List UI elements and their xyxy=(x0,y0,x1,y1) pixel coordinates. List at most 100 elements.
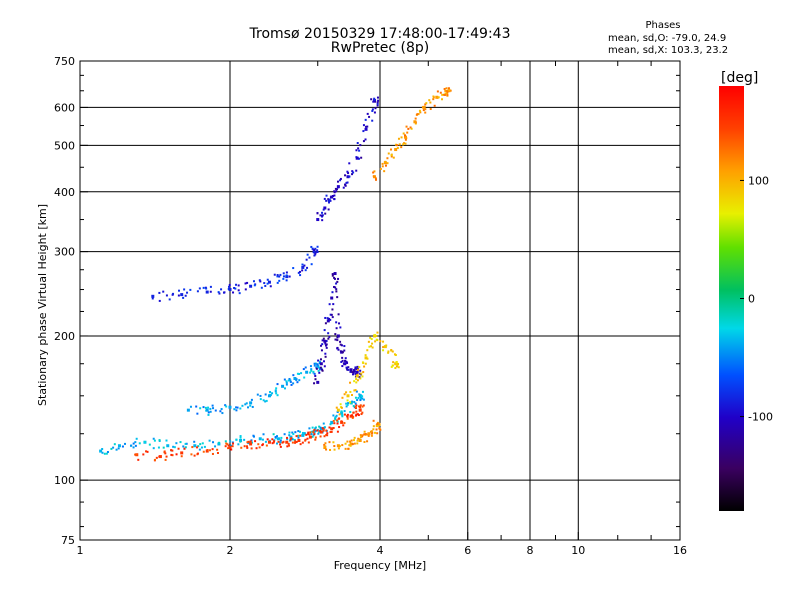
echo-texture-point xyxy=(335,414,338,417)
x-tick-label: 8 xyxy=(527,544,534,557)
echo-texture-point xyxy=(292,433,295,436)
echo-texture-point xyxy=(297,271,300,274)
y-tick-label: 400 xyxy=(54,186,75,199)
echo-texture-point xyxy=(363,365,366,368)
echo-texture-point xyxy=(264,284,267,287)
echo-texture-point xyxy=(196,446,199,449)
echo-texture-point xyxy=(164,452,167,455)
echo-texture-point xyxy=(304,433,307,436)
echo-texture-point xyxy=(375,178,378,181)
echo-texture-point xyxy=(447,87,450,90)
echo-texture-point xyxy=(307,431,310,434)
echo-texture-point xyxy=(329,423,332,426)
echo-texture-point xyxy=(318,425,321,428)
echo-texture-point xyxy=(180,455,183,458)
echo-texture-point xyxy=(311,247,314,250)
echo-texture-point xyxy=(347,172,350,175)
echo-texture-point xyxy=(390,348,393,351)
echo-texture-point xyxy=(231,441,234,444)
echo-texture-point xyxy=(436,90,439,93)
echo-point xyxy=(319,362,323,366)
echo-texture-point xyxy=(318,431,321,434)
echo-texture-point xyxy=(182,445,185,448)
echo-texture-point xyxy=(373,97,376,100)
echo-texture-point xyxy=(344,357,347,360)
echo-point xyxy=(267,394,271,398)
echo-texture-point xyxy=(182,296,185,299)
echo-texture-point xyxy=(189,405,192,408)
echo-texture-point xyxy=(432,96,435,99)
echo-texture-point xyxy=(273,440,276,443)
echo-texture-point xyxy=(205,287,208,290)
echo-texture-point xyxy=(356,442,359,445)
colorbar xyxy=(719,86,744,511)
echo-point xyxy=(346,394,350,398)
echo-texture-point xyxy=(441,93,444,96)
chart-title: Tromsø 20150329 17:48:00-17:49:43 xyxy=(249,26,511,42)
echo-texture-point xyxy=(374,340,377,343)
echo-texture-point xyxy=(363,430,366,433)
echo-texture-point xyxy=(346,361,349,364)
echo-texture-point xyxy=(321,211,324,214)
echo-texture-point xyxy=(315,367,318,370)
echo-texture-point xyxy=(137,458,140,461)
echo-texture-point xyxy=(304,269,307,272)
echo-texture-point xyxy=(363,440,366,443)
echo-point xyxy=(422,105,426,109)
echo-texture-point xyxy=(340,344,343,347)
echo-texture-point xyxy=(355,390,358,393)
echo-texture-point xyxy=(201,442,204,445)
echo-texture-point xyxy=(293,438,296,441)
echo-texture-point xyxy=(314,378,317,381)
echo-texture-point xyxy=(372,175,375,178)
echo-texture-point xyxy=(331,273,334,276)
echo-texture-point xyxy=(208,439,211,442)
echo-point xyxy=(297,439,301,443)
echo-texture-point xyxy=(196,290,199,293)
echo-texture-point xyxy=(437,96,440,99)
echo-texture-point xyxy=(177,447,180,450)
echo-texture-point xyxy=(274,389,277,392)
echo-texture-point xyxy=(376,103,379,106)
echo-texture-point xyxy=(323,426,326,429)
echo-texture-point xyxy=(384,164,387,167)
echo-texture-point xyxy=(275,387,278,390)
echo-texture-point xyxy=(229,440,232,443)
echo-texture-point xyxy=(314,436,317,439)
echo-texture-point xyxy=(272,441,275,444)
echo-texture-point xyxy=(129,444,132,447)
echo-texture-point xyxy=(341,365,344,368)
echo-texture-point xyxy=(171,449,174,452)
echo-texture-point xyxy=(230,448,233,451)
echo-texture-point xyxy=(307,441,310,444)
echo-texture-point xyxy=(318,360,321,363)
echo-texture-point xyxy=(335,190,338,193)
echo-texture-point xyxy=(351,173,354,176)
echo-texture-point xyxy=(351,371,354,374)
echo-point xyxy=(340,420,344,424)
echo-texture-point xyxy=(355,414,358,417)
echo-texture-point xyxy=(199,407,202,410)
echo-texture-point xyxy=(372,171,375,174)
echo-texture-point xyxy=(340,360,343,363)
echo-texture-point xyxy=(360,413,363,416)
echo-texture-point xyxy=(271,392,274,395)
echo-texture-point xyxy=(391,364,394,367)
echo-texture-point xyxy=(316,429,319,432)
echo-point xyxy=(293,377,297,381)
echo-texture-point xyxy=(271,438,274,441)
echo-point xyxy=(258,437,262,441)
echo-texture-point xyxy=(202,286,205,289)
echo-texture-point xyxy=(356,413,359,416)
echo-point xyxy=(217,442,221,446)
echo-point xyxy=(323,206,327,210)
echo-texture-point xyxy=(227,447,230,450)
echo-texture-point xyxy=(361,397,364,400)
echo-texture-point xyxy=(353,389,356,392)
echo-texture-point xyxy=(339,340,342,343)
echo-texture-point xyxy=(375,334,378,337)
echo-texture-point xyxy=(246,441,249,444)
echo-texture-point xyxy=(310,245,313,248)
echo-texture-point xyxy=(271,442,274,445)
echo-texture-point xyxy=(184,294,187,297)
